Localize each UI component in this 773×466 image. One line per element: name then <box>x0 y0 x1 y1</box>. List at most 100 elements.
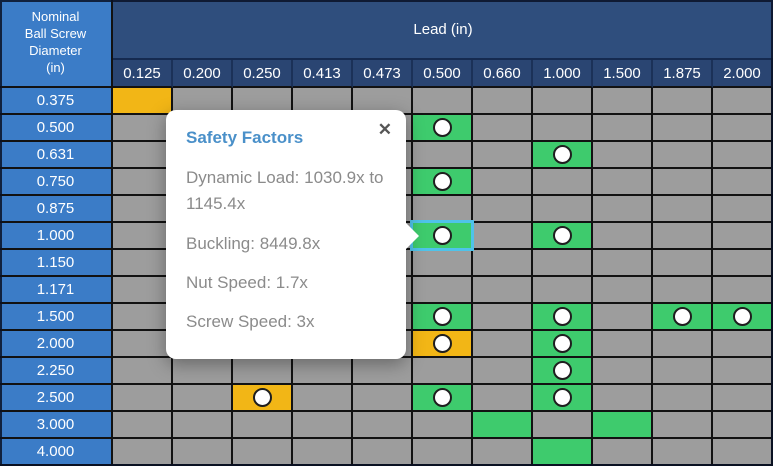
grid-cell-1.000-2.000[interactable] <box>713 223 773 250</box>
grid-cell-1.150-0.660[interactable] <box>473 250 533 277</box>
grid-cell-1.500-2.000[interactable] <box>713 304 773 331</box>
grid-cell-1.150-1.500[interactable] <box>593 250 653 277</box>
grid-cell-0.875-2.000[interactable] <box>713 196 773 223</box>
grid-cell-4.000-1.500[interactable] <box>593 439 653 466</box>
grid-cell-2.250-0.413[interactable] <box>293 358 353 385</box>
grid-cell-2.250-0.125[interactable] <box>113 358 173 385</box>
grid-cell-2.500-1.875[interactable] <box>653 385 713 412</box>
grid-cell-2.250-0.200[interactable] <box>173 358 233 385</box>
grid-cell-2.500-1.500[interactable] <box>593 385 653 412</box>
grid-cell-2.500-0.250[interactable] <box>233 385 293 412</box>
grid-cell-2.250-1.500[interactable] <box>593 358 653 385</box>
grid-cell-0.500-2.000[interactable] <box>713 115 773 142</box>
grid-cell-4.000-1.875[interactable] <box>653 439 713 466</box>
grid-cell-1.000-1.500[interactable] <box>593 223 653 250</box>
grid-cell-3.000-0.250[interactable] <box>233 412 293 439</box>
grid-cell-3.000-0.413[interactable] <box>293 412 353 439</box>
grid-cell-1.500-0.660[interactable] <box>473 304 533 331</box>
grid-cell-1.500-1.875[interactable] <box>653 304 713 331</box>
grid-cell-0.500-1.500[interactable] <box>593 115 653 142</box>
grid-cell-1.000-0.660[interactable] <box>473 223 533 250</box>
grid-cell-2.500-0.413[interactable] <box>293 385 353 412</box>
grid-cell-1.150-2.000[interactable] <box>713 250 773 277</box>
grid-cell-0.500-0.125[interactable] <box>113 115 173 142</box>
grid-cell-1.500-1.000[interactable] <box>533 304 593 331</box>
grid-cell-1.171-1.000[interactable] <box>533 277 593 304</box>
grid-cell-1.150-1.000[interactable] <box>533 250 593 277</box>
grid-cell-2.250-1.875[interactable] <box>653 358 713 385</box>
grid-cell-4.000-0.250[interactable] <box>233 439 293 466</box>
grid-cell-1.150-0.500[interactable] <box>413 250 473 277</box>
grid-cell-2.000-0.500[interactable] <box>413 331 473 358</box>
grid-cell-0.375-1.500[interactable] <box>593 88 653 115</box>
grid-cell-0.375-0.500[interactable] <box>413 88 473 115</box>
grid-cell-3.000-1.875[interactable] <box>653 412 713 439</box>
grid-cell-0.375-1.000[interactable] <box>533 88 593 115</box>
grid-cell-1.000-0.125[interactable] <box>113 223 173 250</box>
grid-cell-1.500-0.500[interactable] <box>413 304 473 331</box>
grid-cell-3.000-0.500[interactable] <box>413 412 473 439</box>
grid-cell-1.171-0.125[interactable] <box>113 277 173 304</box>
grid-cell-0.375-2.000[interactable] <box>713 88 773 115</box>
grid-cell-0.375-1.875[interactable] <box>653 88 713 115</box>
grid-cell-0.375-0.660[interactable] <box>473 88 533 115</box>
grid-cell-3.000-2.000[interactable] <box>713 412 773 439</box>
grid-cell-2.500-2.000[interactable] <box>713 385 773 412</box>
grid-cell-0.750-1.000[interactable] <box>533 169 593 196</box>
grid-cell-4.000-1.000[interactable] <box>533 439 593 466</box>
grid-cell-4.000-0.125[interactable] <box>113 439 173 466</box>
grid-cell-2.000-0.660[interactable] <box>473 331 533 358</box>
grid-cell-0.631-1.875[interactable] <box>653 142 713 169</box>
grid-cell-2.000-0.125[interactable] <box>113 331 173 358</box>
grid-cell-2.500-0.125[interactable] <box>113 385 173 412</box>
grid-cell-1.150-1.875[interactable] <box>653 250 713 277</box>
grid-cell-3.000-0.200[interactable] <box>173 412 233 439</box>
close-icon[interactable]: ✕ <box>376 118 394 142</box>
grid-cell-2.500-1.000[interactable] <box>533 385 593 412</box>
grid-cell-1.500-0.125[interactable] <box>113 304 173 331</box>
grid-cell-0.631-0.660[interactable] <box>473 142 533 169</box>
grid-cell-0.500-1.000[interactable] <box>533 115 593 142</box>
grid-cell-4.000-0.500[interactable] <box>413 439 473 466</box>
grid-cell-1.171-2.000[interactable] <box>713 277 773 304</box>
grid-cell-1.171-0.500[interactable] <box>413 277 473 304</box>
grid-cell-0.631-1.000[interactable] <box>533 142 593 169</box>
grid-cell-2.500-0.473[interactable] <box>353 385 413 412</box>
grid-cell-1.150-0.125[interactable] <box>113 250 173 277</box>
grid-cell-0.875-0.660[interactable] <box>473 196 533 223</box>
grid-cell-0.500-0.660[interactable] <box>473 115 533 142</box>
grid-cell-2.250-0.500[interactable] <box>413 358 473 385</box>
grid-cell-4.000-0.473[interactable] <box>353 439 413 466</box>
grid-cell-0.375-0.125[interactable] <box>113 88 173 115</box>
grid-cell-3.000-1.500[interactable] <box>593 412 653 439</box>
grid-cell-0.750-1.875[interactable] <box>653 169 713 196</box>
grid-cell-2.000-1.875[interactable] <box>653 331 713 358</box>
grid-cell-0.631-0.500[interactable] <box>413 142 473 169</box>
grid-cell-0.750-0.660[interactable] <box>473 169 533 196</box>
grid-cell-3.000-0.473[interactable] <box>353 412 413 439</box>
grid-cell-3.000-0.125[interactable] <box>113 412 173 439</box>
grid-cell-2.250-2.000[interactable] <box>713 358 773 385</box>
grid-cell-2.000-2.000[interactable] <box>713 331 773 358</box>
grid-cell-4.000-0.413[interactable] <box>293 439 353 466</box>
grid-cell-0.750-0.500[interactable] <box>413 169 473 196</box>
grid-cell-1.171-1.500[interactable] <box>593 277 653 304</box>
grid-cell-0.631-1.500[interactable] <box>593 142 653 169</box>
grid-cell-2.000-1.500[interactable] <box>593 331 653 358</box>
grid-cell-1.500-1.500[interactable] <box>593 304 653 331</box>
grid-cell-0.875-1.500[interactable] <box>593 196 653 223</box>
grid-cell-0.631-2.000[interactable] <box>713 142 773 169</box>
grid-cell-2.250-0.660[interactable] <box>473 358 533 385</box>
grid-cell-4.000-0.200[interactable] <box>173 439 233 466</box>
grid-cell-3.000-1.000[interactable] <box>533 412 593 439</box>
grid-cell-0.875-0.500[interactable] <box>413 196 473 223</box>
grid-cell-2.000-1.000[interactable] <box>533 331 593 358</box>
grid-cell-0.631-0.125[interactable] <box>113 142 173 169</box>
grid-cell-0.750-2.000[interactable] <box>713 169 773 196</box>
grid-cell-0.500-0.500[interactable] <box>413 115 473 142</box>
selected-cell-1.000-0.500[interactable] <box>410 220 474 251</box>
grid-cell-0.750-1.500[interactable] <box>593 169 653 196</box>
grid-cell-2.500-0.500[interactable] <box>413 385 473 412</box>
grid-cell-2.250-0.250[interactable] <box>233 358 293 385</box>
grid-cell-1.000-1.000[interactable] <box>533 223 593 250</box>
